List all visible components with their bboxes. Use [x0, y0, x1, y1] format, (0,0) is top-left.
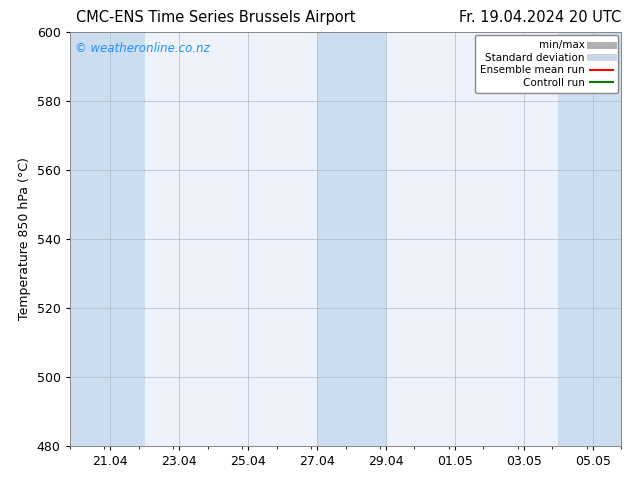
Legend: min/max, Standard deviation, Ensemble mean run, Controll run: min/max, Standard deviation, Ensemble me… — [475, 35, 618, 93]
Bar — [317, 32, 386, 446]
Text: © weatheronline.co.nz: © weatheronline.co.nz — [75, 42, 210, 55]
Bar — [558, 32, 621, 446]
Text: Fr. 19.04.2024 20 UTC: Fr. 19.04.2024 20 UTC — [459, 10, 621, 24]
Bar — [70, 32, 145, 446]
Y-axis label: Temperature 850 hPa (°C): Temperature 850 hPa (°C) — [18, 157, 31, 320]
Text: CMC-ENS Time Series Brussels Airport: CMC-ENS Time Series Brussels Airport — [76, 10, 356, 24]
